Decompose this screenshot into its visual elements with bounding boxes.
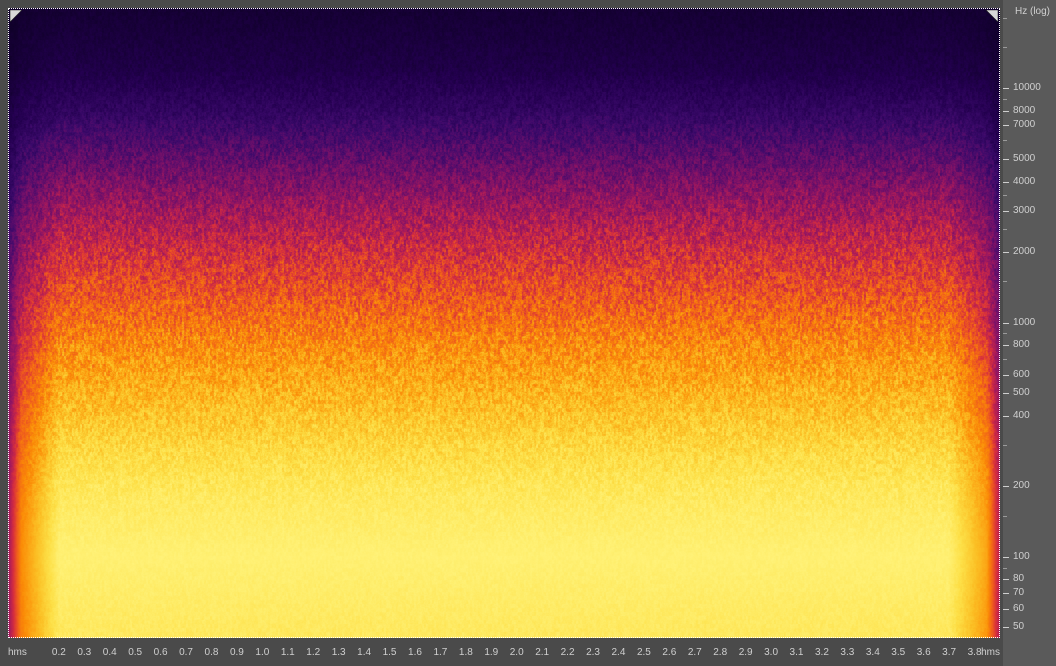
selection-handle-top-left[interactable]: [10, 10, 22, 22]
frequency-axis: Hz (log) 5060708010020040050060080010002…: [1003, 0, 1056, 666]
time-tick: 1.8: [459, 647, 473, 658]
time-tick: 3.0: [764, 647, 778, 658]
time-tick: 1.5: [383, 647, 397, 658]
time-tick: 1.3: [332, 647, 346, 658]
time-tick: 3.3: [840, 647, 854, 658]
time-tick: 2.3: [586, 647, 600, 658]
time-tick: 2.5: [637, 647, 651, 658]
time-axis-unit-right: hms: [981, 647, 1000, 658]
time-tick: 1.6: [408, 647, 422, 658]
frequency-axis-title: Hz (log): [1015, 6, 1050, 17]
time-tick: 0.7: [179, 647, 193, 658]
time-tick: 2.8: [713, 647, 727, 658]
selection-handle-top-right[interactable]: [986, 10, 998, 22]
time-tick: 3.1: [790, 647, 804, 658]
time-tick: 1.0: [255, 647, 269, 658]
time-tick: 0.4: [103, 647, 117, 658]
time-tick: 3.2: [815, 647, 829, 658]
time-tick: 2.4: [612, 647, 626, 658]
time-tick: 0.9: [230, 647, 244, 658]
time-tick: 1.2: [306, 647, 320, 658]
time-tick: 3.8: [968, 647, 982, 658]
time-tick: 2.7: [688, 647, 702, 658]
spectrogram-plot[interactable]: [8, 8, 1000, 638]
time-tick: 0.5: [128, 647, 142, 658]
time-tick: 2.1: [535, 647, 549, 658]
time-tick: 0.8: [205, 647, 219, 658]
time-tick: 0.2: [52, 647, 66, 658]
time-tick: 2.0: [510, 647, 524, 658]
time-tick: 0.3: [77, 647, 91, 658]
time-tick: 2.2: [561, 647, 575, 658]
time-axis: hms hms 0.2 0.3 0.4 0.5 0.6 0.7 0.8 0.9 1.0 1.1 1.…: [8, 640, 1000, 660]
time-tick: 1.1: [281, 647, 295, 658]
time-axis-unit-left: hms: [8, 647, 27, 658]
spectrogram-canvas: [8, 8, 1000, 638]
time-tick: 2.6: [662, 647, 676, 658]
time-tick: 1.9: [484, 647, 498, 658]
time-tick: 2.9: [739, 647, 753, 658]
time-tick: 1.4: [357, 647, 371, 658]
time-tick: 1.7: [433, 647, 447, 658]
time-tick: 3.4: [866, 647, 880, 658]
time-tick: 3.7: [942, 647, 956, 658]
time-tick: 0.6: [154, 647, 168, 658]
time-tick: 3.5: [891, 647, 905, 658]
time-tick: 3.6: [917, 647, 931, 658]
